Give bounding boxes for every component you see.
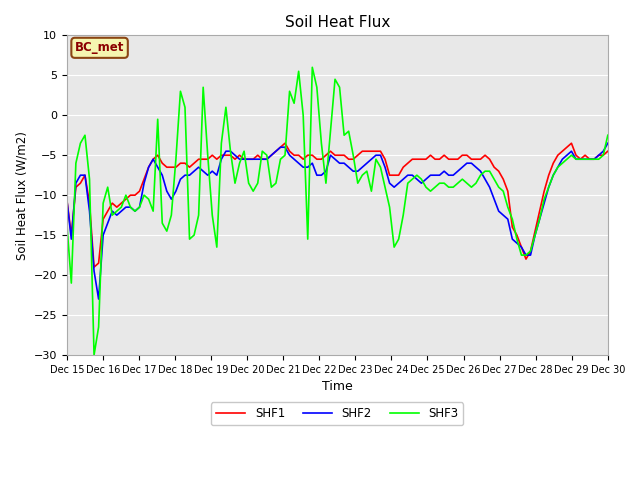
SHF1 — [213, 156, 221, 162]
SHF3 — [181, 104, 189, 110]
SHF2 — [440, 168, 448, 174]
SHF1 — [445, 156, 452, 162]
SHF3 — [372, 156, 380, 162]
SHF3 — [604, 132, 612, 138]
SHF3 — [308, 64, 316, 70]
SHF2 — [213, 172, 221, 178]
SHF1 — [372, 148, 380, 154]
Text: BC_met: BC_met — [75, 41, 124, 54]
SHF3 — [90, 352, 98, 358]
SHF1 — [63, 196, 70, 202]
SHF2 — [604, 140, 612, 146]
SHF3 — [499, 188, 507, 194]
SHF2 — [95, 296, 102, 302]
SHF1 — [499, 176, 507, 182]
SHF2 — [63, 196, 70, 202]
SHF2 — [495, 208, 502, 214]
SHF1 — [595, 152, 602, 158]
Title: Soil Heat Flux: Soil Heat Flux — [285, 15, 390, 30]
SHF3 — [213, 244, 221, 250]
SHF2 — [367, 156, 375, 162]
SHF1 — [604, 148, 612, 154]
SHF2 — [590, 156, 598, 162]
SHF3 — [63, 220, 70, 226]
Line: SHF1: SHF1 — [67, 143, 608, 267]
SHF3 — [595, 156, 602, 162]
SHF1 — [90, 264, 98, 270]
Line: SHF2: SHF2 — [67, 143, 608, 299]
Line: SHF3: SHF3 — [67, 67, 608, 355]
SHF1 — [281, 140, 289, 146]
SHF2 — [181, 172, 189, 178]
SHF1 — [181, 160, 189, 166]
Legend: SHF1, SHF2, SHF3: SHF1, SHF2, SHF3 — [211, 402, 463, 425]
SHF3 — [445, 184, 452, 190]
Y-axis label: Soil Heat Flux (W/m2): Soil Heat Flux (W/m2) — [15, 131, 28, 260]
X-axis label: Time: Time — [322, 380, 353, 393]
